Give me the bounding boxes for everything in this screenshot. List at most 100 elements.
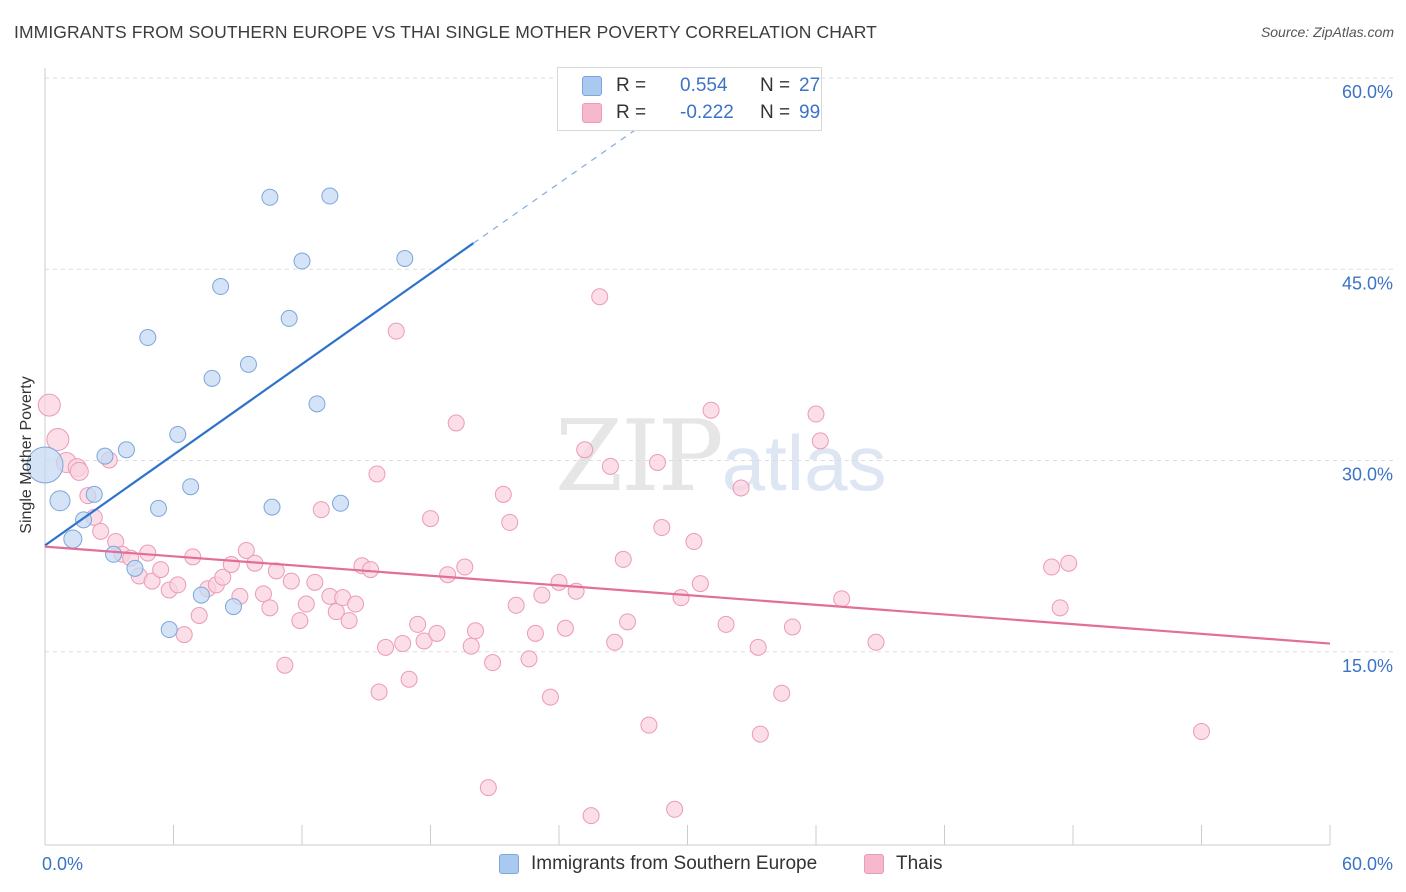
thais-point: [447, 414, 465, 432]
southern-europe-point: [261, 188, 279, 206]
thais-point: [222, 556, 240, 573]
legend-n-label: N =: [760, 102, 791, 123]
legend-r-value: 0.554: [680, 75, 728, 96]
thais-point: [541, 688, 559, 706]
legend-r-value: -0.222: [680, 102, 734, 123]
thais-point: [1043, 558, 1061, 576]
thais-point: [152, 561, 170, 579]
series-swatch-blue: [499, 854, 519, 874]
thais-point: [175, 626, 193, 644]
legend-r-label: R =: [616, 102, 647, 123]
thais-point: [456, 558, 474, 576]
southern-europe-point: [321, 187, 339, 205]
thais-point: [1051, 599, 1069, 617]
legend-n-value: 27: [799, 75, 821, 96]
thais-point: [653, 519, 671, 537]
legend-swatch-blue: [582, 76, 602, 96]
thais-point: [556, 619, 574, 637]
thais-point: [640, 716, 658, 734]
thais-point: [377, 638, 395, 656]
thais-point: [751, 725, 769, 743]
thais-point: [37, 393, 61, 417]
thais-point: [306, 573, 324, 591]
correlation-legend: R = 0.554 N = 27 R = -0.222 N = 99: [557, 67, 822, 131]
southern-europe-point: [224, 598, 242, 616]
series-legend-southern-europe: Immigrants from Southern Europe: [499, 850, 817, 878]
thais-point: [1060, 554, 1078, 572]
thais-point: [92, 522, 110, 540]
x-tick-label-min: 0.0%: [42, 854, 83, 874]
legend-swatch-pink: [582, 103, 602, 123]
southern-europe-point: [49, 490, 71, 512]
southern-europe-points: [26, 187, 414, 639]
x-tick-label-max: 60.0%: [1342, 854, 1393, 874]
thais-point: [666, 800, 684, 818]
thais-point: [520, 650, 538, 668]
thais-point: [387, 322, 405, 340]
thais-point: [691, 575, 709, 593]
thais-point: [327, 603, 345, 621]
thais-point: [368, 465, 386, 483]
thais-point: [773, 684, 791, 702]
thais-point: [507, 596, 525, 614]
series-swatch-pink: [864, 854, 884, 874]
thais-point: [428, 624, 446, 642]
thais-point: [717, 615, 735, 633]
thais-point: [237, 541, 255, 559]
southern-europe-point: [26, 446, 64, 484]
thais-point: [409, 615, 427, 633]
legend-r-label: R =: [616, 75, 647, 96]
thais-point: [439, 566, 457, 584]
thais-point: [601, 457, 619, 475]
thais-point: [672, 589, 690, 607]
thais-point: [297, 595, 315, 613]
y-axis-label: Single Mother Poverty: [18, 376, 35, 534]
source-credit: Source: ZipAtlas.com: [1260, 24, 1394, 40]
thais-point: [783, 618, 801, 636]
thais-point: [533, 586, 551, 604]
southern-europe-point: [280, 309, 298, 327]
y-tick-label: 30.0%: [1342, 465, 1393, 485]
thais-point: [1193, 723, 1210, 741]
southern-europe-point: [117, 441, 135, 459]
thais-point: [267, 562, 285, 580]
thais-point: [466, 622, 484, 640]
thais-point: [749, 638, 767, 656]
thais-point: [526, 624, 544, 642]
southern-europe-point: [126, 559, 144, 577]
thais-point: [591, 288, 609, 306]
southern-europe-point: [263, 498, 281, 516]
chart-title: IMMIGRANTS FROM SOUTHERN EUROPE VS THAI …: [14, 22, 877, 42]
thais-point: [479, 779, 497, 797]
southern-europe-point: [239, 355, 257, 373]
southern-europe-point: [169, 425, 187, 443]
thais-point: [867, 633, 885, 651]
southern-europe-point: [139, 329, 157, 347]
thais-trend-line: [44, 545, 1331, 645]
thais-point: [362, 561, 380, 579]
southern-europe-trend-line: [44, 242, 474, 547]
thais-point: [370, 683, 388, 701]
thais-point: [614, 550, 632, 568]
southern-europe-point: [105, 545, 123, 563]
series-name: Immigrants from Southern Europe: [531, 853, 818, 874]
thais-point: [501, 513, 519, 531]
thais-point: [276, 656, 294, 674]
southern-europe-point: [63, 529, 83, 549]
legend-n-label: N =: [760, 75, 791, 96]
series-name: Thais: [896, 853, 943, 874]
thais-point: [169, 576, 187, 594]
southern-europe-point: [332, 494, 350, 512]
southern-europe-point: [96, 447, 114, 465]
legend-n-value: 99: [799, 102, 821, 123]
thais-point: [685, 533, 703, 551]
thais-point: [340, 612, 358, 630]
thais-point: [261, 599, 279, 617]
southern-europe-point: [203, 369, 221, 387]
thais-point: [214, 568, 232, 586]
thais-point: [190, 607, 208, 624]
southern-europe-point: [160, 621, 178, 639]
thais-point: [422, 510, 439, 528]
thais-point: [347, 595, 365, 613]
thais-point: [619, 613, 637, 631]
